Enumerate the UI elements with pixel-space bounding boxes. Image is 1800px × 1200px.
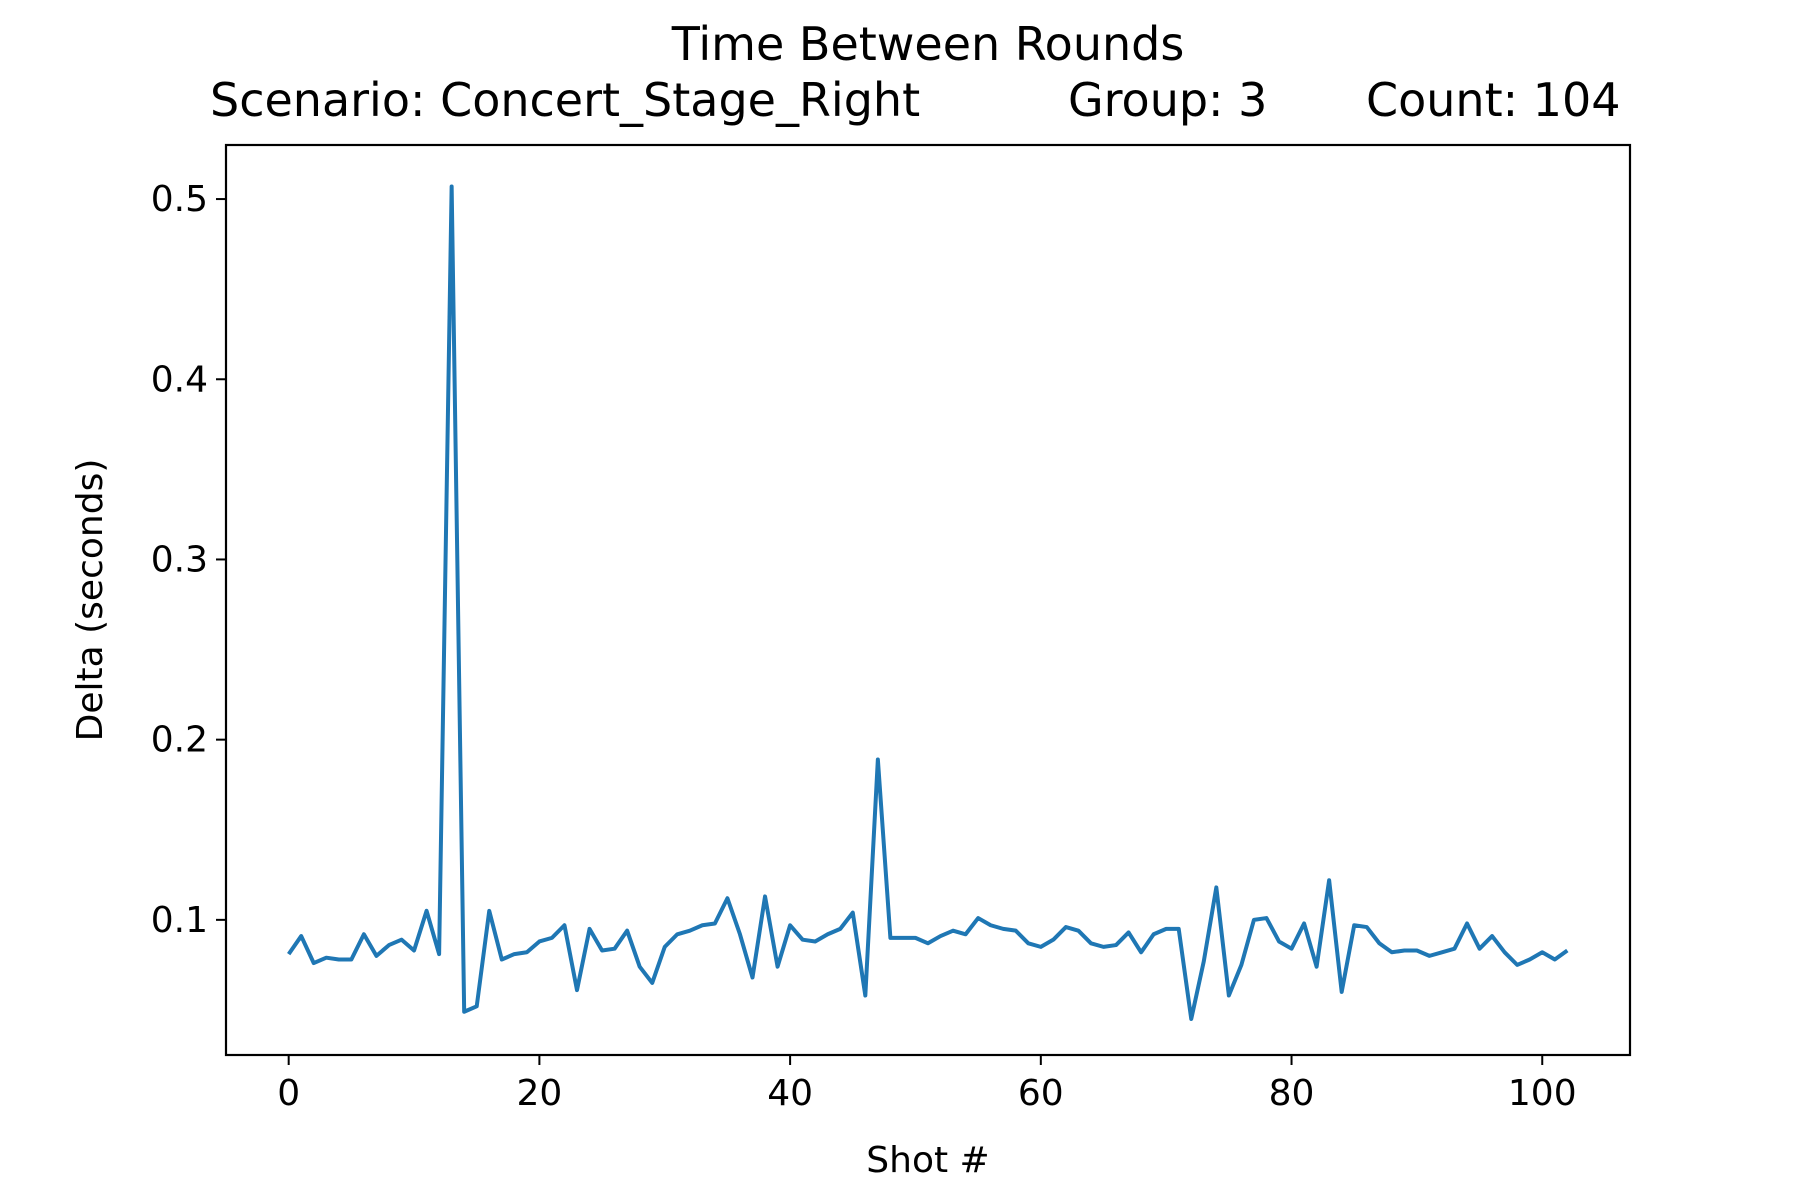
y-tick-label: 0.4 — [151, 359, 208, 400]
y-tick-label: 0.3 — [151, 539, 208, 580]
subtitle-scenario: Scenario: Concert_Stage_Right — [210, 73, 920, 127]
x-tick-label: 80 — [1269, 1073, 1315, 1114]
x-tick-label: 0 — [277, 1073, 300, 1114]
x-tick-label: 20 — [516, 1073, 562, 1114]
subtitle-count: Count: 104 — [1366, 73, 1621, 127]
plot-frame — [224, 143, 1632, 1057]
series-line — [287, 184, 1569, 1021]
y-tick-label: 0.5 — [151, 179, 208, 220]
plot-area — [287, 184, 1569, 1021]
x-axis-label: Shot # — [866, 1140, 989, 1181]
y-tick-label: 0.1 — [151, 900, 208, 941]
x-axis-ticks: 0 20 40 60 80 100 — [277, 1055, 1577, 1114]
chart-title: Time Between Rounds — [671, 17, 1185, 71]
x-tick-label: 60 — [1018, 1073, 1064, 1114]
y-axis-ticks: 0.1 0.2 0.3 0.4 0.5 — [151, 179, 226, 941]
x-tick-label: 40 — [767, 1073, 813, 1114]
x-tick-label: 100 — [1508, 1073, 1577, 1114]
subtitle-group: Group: 3 — [1068, 73, 1267, 127]
y-axis-label: Delta (seconds) — [70, 459, 111, 742]
y-tick-label: 0.2 — [151, 720, 208, 761]
